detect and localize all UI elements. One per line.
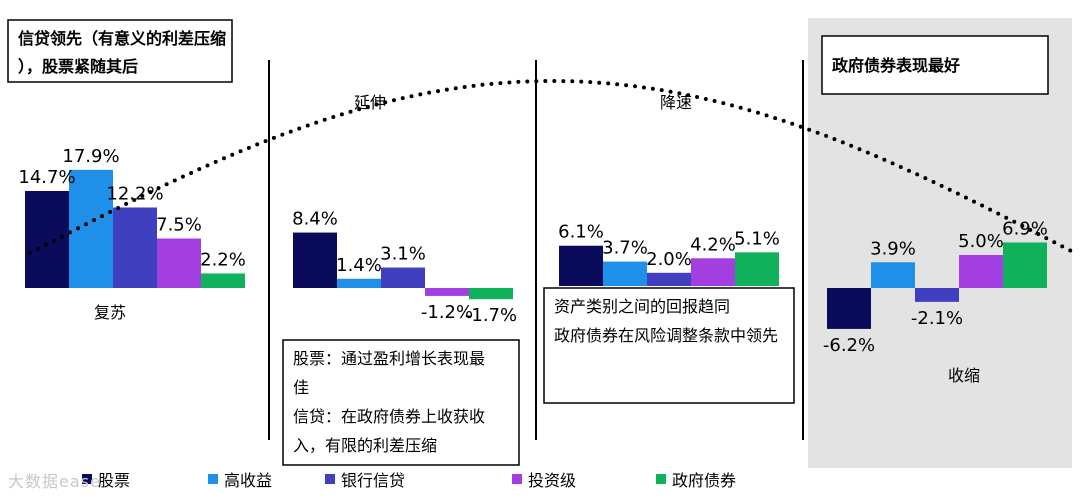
legend-swatch-4 xyxy=(512,474,522,484)
panel-4 xyxy=(827,242,1047,329)
bar-1-4 xyxy=(157,238,201,288)
data-label-3-4: 4.2% xyxy=(690,234,736,255)
callout-extension-line-2: 佳 xyxy=(293,378,309,397)
bar-1-5 xyxy=(201,273,245,288)
bar-3-2 xyxy=(603,261,647,286)
legend-label-3: 银行信贷 xyxy=(341,471,405,490)
data-label-1-3: 12.2% xyxy=(106,183,163,204)
callout-top-right-text: 政府债券表现最好 xyxy=(832,56,960,75)
data-label-1-4: 7.5% xyxy=(156,215,202,236)
phase-label-1: 复苏 xyxy=(94,303,126,322)
callout-top-left-frame xyxy=(7,19,233,83)
legend-item-3: 银行信贷 xyxy=(325,471,405,490)
legend-label-4: 投资级 xyxy=(528,471,576,490)
data-label-2-3: 3.1% xyxy=(380,244,426,265)
bar-4-5 xyxy=(1003,242,1047,288)
panel-1 xyxy=(25,169,245,288)
legend-item-2: 高收益 xyxy=(208,471,272,490)
data-label-2-4: -1.2% xyxy=(421,302,473,323)
callout-slowdown: 资产类别之间的回报趋同政府债券在风险调整条款中领先 xyxy=(543,287,795,404)
bar-4-1 xyxy=(827,288,871,329)
bar-1-3 xyxy=(113,207,157,288)
data-label-3-1: 6.1% xyxy=(558,222,604,243)
legend-swatch-2 xyxy=(208,474,218,484)
legend-swatch-5 xyxy=(656,474,666,484)
legend-label-1: 股票 xyxy=(98,471,130,490)
legend-item-4: 投资级 xyxy=(512,471,576,490)
callout-slowdown-text: 资产类别之间的回报趋同政府债券在风险调整条款中领先 xyxy=(554,297,778,345)
callout-extension-frame xyxy=(282,339,520,466)
callout-slowdown-line-1: 资产类别之间的回报趋同 xyxy=(554,297,730,316)
callout-top-left-line-1: 信贷领先（有意义的利差压缩 xyxy=(18,29,226,48)
callout-extension-text: 股票：通过盈利增长表现最佳信贷：在政府债券上收获收入，有限的利差压缩 xyxy=(293,349,485,455)
panel-3 xyxy=(559,245,779,286)
bar-2-2 xyxy=(337,278,381,288)
bar-4-4 xyxy=(959,255,1003,288)
callout-slowdown-line-2: 政府债券在风险调整条款中领先 xyxy=(554,326,778,345)
data-label-3-5: 5.1% xyxy=(734,228,780,249)
bar-2-3 xyxy=(381,267,425,288)
phase-label-2: 延伸 xyxy=(354,93,386,112)
bar-2-5 xyxy=(469,288,513,300)
bar-4-3 xyxy=(915,288,959,302)
callout-top-left-text: 信贷领先（有意义的利差压缩 ），股票紧随其后 xyxy=(18,29,226,76)
watermark-text: 大数据ease xyxy=(8,472,101,491)
bar-3-3 xyxy=(647,272,691,286)
data-label-4-2: 3.9% xyxy=(870,238,916,259)
data-label-4-4: 5.0% xyxy=(958,231,1004,252)
data-label-2-2: 1.4% xyxy=(336,255,382,276)
bar-3-1 xyxy=(559,245,603,286)
bar-4-2 xyxy=(871,262,915,288)
data-label-2-5: -1.7% xyxy=(465,305,517,326)
callout-top-left-line-2: ），股票紧随其后 xyxy=(18,57,138,76)
legend-swatch-1 xyxy=(82,474,92,484)
data-label-4-5: 6.9% xyxy=(1002,218,1048,239)
callout-slowdown-frame xyxy=(543,287,795,404)
callout-top-right: 政府债券表现最好 xyxy=(821,35,1049,95)
legend-item-5: 政府债券 xyxy=(656,471,736,490)
business-cycle-curve xyxy=(28,79,1077,255)
data-label-3-3: 2.0% xyxy=(646,249,692,270)
panel-2 xyxy=(293,232,513,300)
legend-label-5: 政府债券 xyxy=(672,471,736,490)
bar-1-1 xyxy=(25,190,69,288)
data-label-2-1: 8.4% xyxy=(292,209,338,230)
callout-extension-line-1: 股票：通过盈利增长表现最 xyxy=(293,349,485,368)
bar-3-5 xyxy=(735,252,779,286)
callout-top-right-frame xyxy=(821,35,1049,95)
phase-label-3: 降速 xyxy=(660,93,692,112)
bar-2-1 xyxy=(293,232,337,288)
data-label-4-1: -6.2% xyxy=(823,335,875,356)
data-label-1-5: 2.2% xyxy=(200,249,246,270)
bar-2-4 xyxy=(425,288,469,296)
bar-3-4 xyxy=(691,258,735,286)
data-label-3-2: 3.7% xyxy=(602,238,648,259)
legend-swatch-3 xyxy=(325,474,335,484)
data-label-1-2: 17.9% xyxy=(62,146,119,167)
legend-label-2: 高收益 xyxy=(224,471,272,490)
data-label-1-1: 14.7% xyxy=(18,167,75,188)
legend-item-1: 股票 xyxy=(82,471,130,490)
callout-extension-line-3: 信贷：在政府债券上收获收 xyxy=(293,407,485,426)
callout-extension: 股票：通过盈利增长表现最佳信贷：在政府债券上收获收入，有限的利差压缩 xyxy=(282,339,520,466)
data-label-4-3: -2.1% xyxy=(911,308,963,329)
phase-label-4: 收缩 xyxy=(948,366,980,385)
callout-top-left: 信贷领先（有意义的利差压缩 ），股票紧随其后 xyxy=(7,19,233,83)
callout-top-right-line-1: 政府债券表现最好 xyxy=(832,56,960,75)
callout-extension-line-4: 入，有限的利差压缩 xyxy=(293,436,437,455)
